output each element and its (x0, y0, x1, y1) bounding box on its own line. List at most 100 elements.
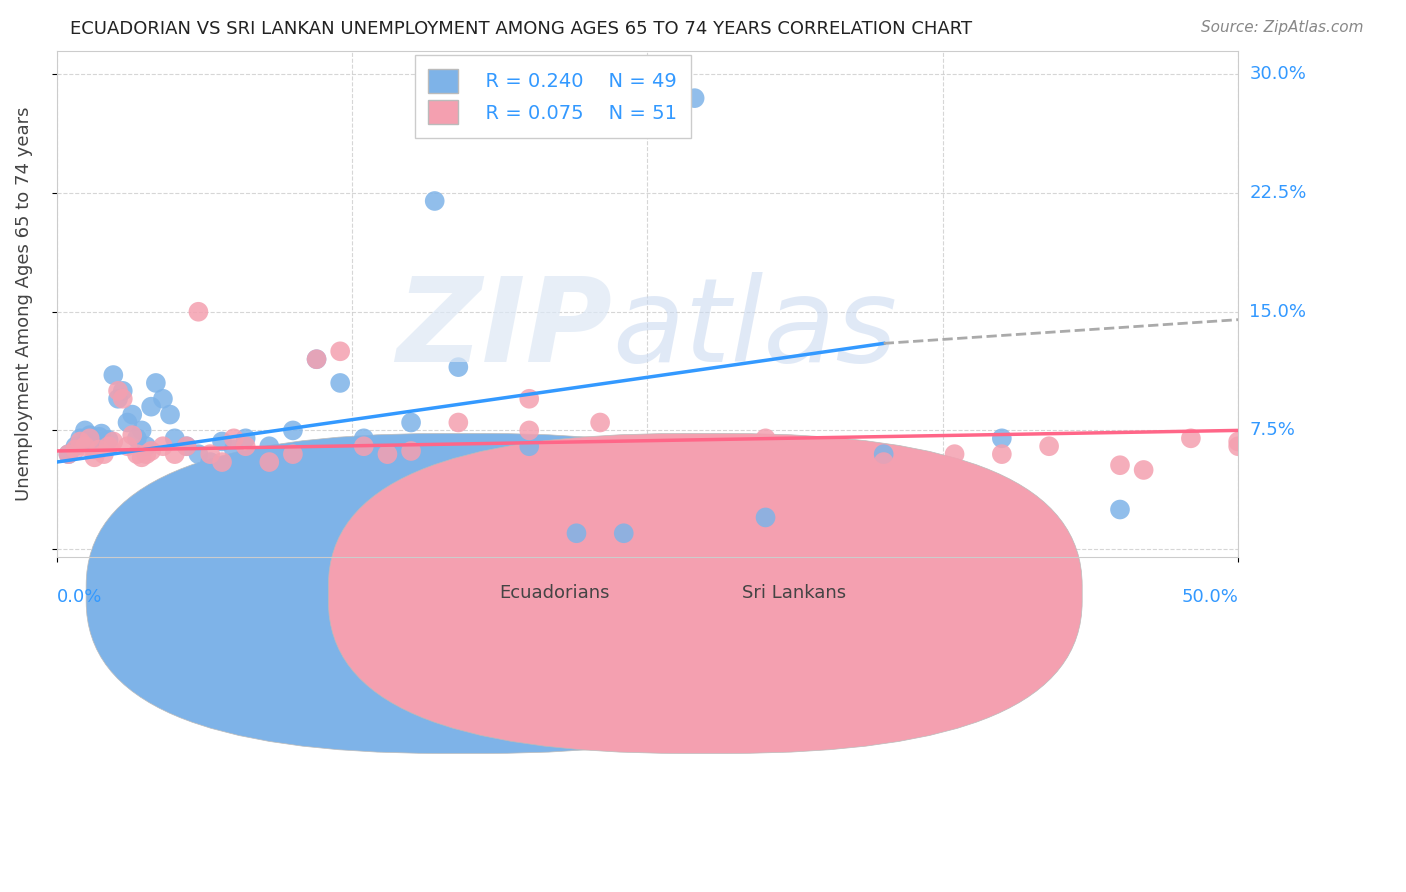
Point (139, 444, 162, 458)
Point (176, 439, 198, 453)
Text: Source: ZipAtlas.com: Source: ZipAtlas.com (1201, 20, 1364, 35)
Point (107, 384, 129, 398)
Point (65, 442, 87, 457)
Point (76, 434, 98, 449)
Point (145, 376, 167, 390)
Point (93, 447, 115, 461)
Point (447, 360, 470, 375)
Text: 22.5%: 22.5% (1250, 184, 1306, 202)
Point (305, 352, 328, 367)
Point (222, 431, 245, 445)
Point (211, 434, 233, 449)
Point (80, 436, 103, 450)
Point (873, 455, 896, 469)
Text: Ecuadorians: Ecuadorians (499, 584, 610, 602)
Point (135, 447, 157, 461)
Point (79, 428, 101, 442)
Legend:   R = 0.240    N = 49,   R = 0.075    N = 51: R = 0.240 N = 49, R = 0.075 N = 51 (415, 55, 690, 137)
Point (377, 439, 399, 453)
Point (211, 455, 233, 469)
Point (589, 416, 612, 430)
Point (235, 431, 257, 445)
Point (305, 352, 328, 367)
Point (659, 455, 682, 469)
Point (517, 439, 540, 453)
FancyBboxPatch shape (329, 434, 1083, 754)
Point (73, 439, 96, 453)
Point (991, 431, 1014, 445)
Point (69, 431, 91, 445)
Point (353, 439, 375, 453)
Point (849, 450, 872, 465)
Point (125, 431, 148, 445)
Point (83, 442, 105, 457)
Point (423, 194, 446, 208)
Point (117, 439, 139, 453)
Point (1227, 439, 1250, 453)
Point (152, 392, 174, 406)
Point (65, 439, 87, 453)
Point (377, 447, 399, 461)
Text: 0.0%: 0.0% (56, 588, 103, 606)
Point (991, 447, 1014, 461)
Point (121, 408, 143, 422)
Point (636, 450, 658, 465)
Point (107, 392, 129, 406)
Text: 7.5%: 7.5% (1250, 421, 1295, 440)
Point (517, 424, 540, 438)
Point (329, 344, 352, 359)
Point (58, 447, 80, 461)
Point (111, 392, 134, 406)
Point (399, 416, 422, 430)
Point (79, 431, 101, 445)
Point (200, 447, 222, 461)
Point (329, 376, 352, 390)
Point (1109, 502, 1132, 516)
Point (117, 416, 139, 430)
Point (1180, 431, 1202, 445)
Point (683, 91, 706, 105)
Text: 15.0%: 15.0% (1250, 302, 1306, 321)
Text: Sri Lankans: Sri Lankans (742, 584, 846, 602)
Point (517, 392, 540, 406)
Point (754, 510, 776, 524)
Point (200, 455, 222, 469)
Point (73, 424, 96, 438)
Point (83, 450, 105, 465)
Point (131, 450, 153, 465)
Point (259, 455, 281, 469)
Point (69, 434, 91, 449)
Point (187, 447, 209, 461)
Point (176, 439, 198, 453)
Point (121, 428, 143, 442)
Point (103, 368, 125, 382)
Point (222, 442, 245, 457)
Point (163, 447, 186, 461)
Text: ZIP: ZIP (396, 272, 612, 386)
Point (613, 526, 636, 541)
Point (131, 424, 153, 438)
Point (399, 444, 422, 458)
Point (58, 447, 80, 461)
Point (93, 439, 115, 453)
Text: atlas: atlas (612, 272, 897, 386)
Point (1038, 439, 1060, 453)
Point (447, 416, 470, 430)
Point (873, 447, 896, 461)
Point (89, 430, 111, 444)
Point (152, 439, 174, 453)
Point (1132, 463, 1154, 477)
Point (187, 304, 209, 318)
Point (135, 439, 157, 453)
Point (139, 400, 162, 414)
Point (125, 447, 148, 461)
Point (943, 447, 966, 461)
Text: 30.0%: 30.0% (1250, 65, 1306, 84)
Point (90, 426, 112, 441)
Point (97, 433, 120, 447)
Y-axis label: Unemployment Among Ages 65 to 74 years: Unemployment Among Ages 65 to 74 years (15, 106, 32, 501)
Point (353, 431, 375, 445)
Point (159, 408, 181, 422)
Point (97, 439, 120, 453)
Text: 50.0%: 50.0% (1181, 588, 1239, 606)
